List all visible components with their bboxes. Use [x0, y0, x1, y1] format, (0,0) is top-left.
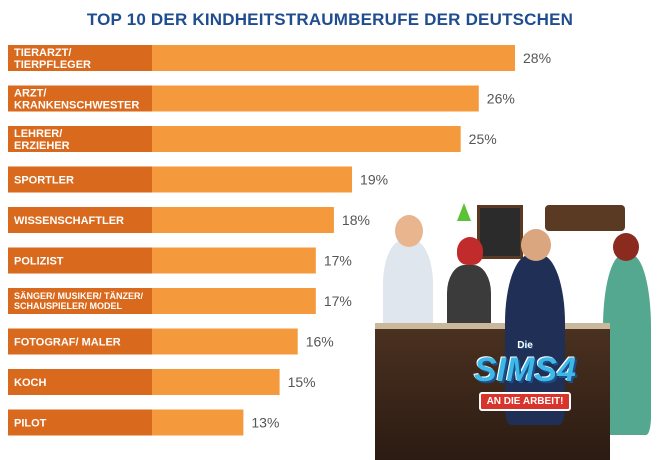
- bar-label-band: [8, 85, 152, 112]
- bar-label-band: [8, 126, 152, 152]
- value-label: 26%: [487, 91, 515, 107]
- category-label: PILOT: [14, 417, 47, 429]
- bar-group: TIERARZT/TIERPFLEGER 28%: [8, 45, 551, 71]
- chalkboard: [477, 205, 523, 259]
- category-label: TIERARZT/TIERPFLEGER: [14, 47, 91, 71]
- value-label: 19%: [360, 172, 388, 188]
- value-label: 18%: [342, 212, 370, 228]
- police-head: [521, 229, 551, 261]
- value-label: 15%: [288, 374, 316, 390]
- value-label: 25%: [469, 131, 497, 147]
- logo-subtitle: AN DIE ARBEIT!: [478, 392, 572, 411]
- sims4-logo: Die SIMS4 AN DIE ARBEIT!: [470, 340, 580, 411]
- cafe-sign: [545, 205, 625, 231]
- nurse-head: [613, 233, 639, 261]
- bar-group: SPORTLER 19%: [8, 166, 388, 193]
- bar-label-band: [8, 288, 152, 314]
- scientist-head: [395, 215, 423, 247]
- category-label: SÄNGER/ MUSIKER/ TÄNZER/SCHAUSPIELER/ MO…: [14, 291, 144, 311]
- cafe-counter: [375, 323, 610, 460]
- value-label: 28%: [523, 50, 551, 66]
- nurse-figure: [603, 255, 651, 435]
- category-label: POLIZIST: [14, 255, 64, 267]
- category-label: SPORTLER: [14, 174, 74, 186]
- value-label: 17%: [324, 253, 352, 269]
- category-label: KOCH: [14, 377, 46, 389]
- plumbob-icon: [457, 203, 471, 221]
- bar-group: LEHRER/ERZIEHER 25%: [8, 126, 497, 152]
- category-label: WISSENSCHAFTLER: [14, 215, 124, 227]
- category-label: FOTOGRAF/ MALER: [14, 336, 121, 348]
- bar-group: PILOT 13%: [8, 409, 279, 436]
- chart-title: TOP 10 DER KINDHEITSTRAUMBERUFE DER DEUT…: [86, 10, 574, 29]
- sims4-illustration: Die SIMS4 AN DIE ARBEIT!: [365, 195, 660, 460]
- value-label: 17%: [324, 293, 352, 309]
- bar-group: FOTOGRAF/ MALER 16%: [8, 328, 334, 355]
- bar-group: WISSENSCHAFTLER 18%: [8, 207, 370, 233]
- bar-group: KOCH 15%: [8, 369, 316, 395]
- bar-group: POLIZIST 17%: [8, 247, 352, 274]
- bar-group: ARZT/KRANKENSCHWESTER 26%: [8, 85, 515, 112]
- bar-group: SÄNGER/ MUSIKER/ TÄNZER/SCHAUSPIELER/ MO…: [8, 288, 352, 314]
- bar-label-band: [8, 328, 152, 355]
- bar-label-band: [8, 207, 152, 233]
- bar-label-band: [8, 409, 152, 436]
- value-label: 16%: [306, 334, 334, 350]
- bar-label-band: [8, 369, 152, 395]
- bar-label-band: [8, 45, 152, 71]
- logo-prefix: Die: [517, 340, 533, 351]
- bar-label-band: [8, 166, 152, 193]
- category-label: ARZT/KRANKENSCHWESTER: [14, 87, 139, 111]
- bar-label-band: [8, 247, 152, 274]
- value-label: 13%: [251, 415, 279, 431]
- logo-title: SIMS4: [473, 351, 577, 389]
- category-label: LEHRER/ERZIEHER: [14, 128, 70, 152]
- barista-head: [457, 237, 483, 265]
